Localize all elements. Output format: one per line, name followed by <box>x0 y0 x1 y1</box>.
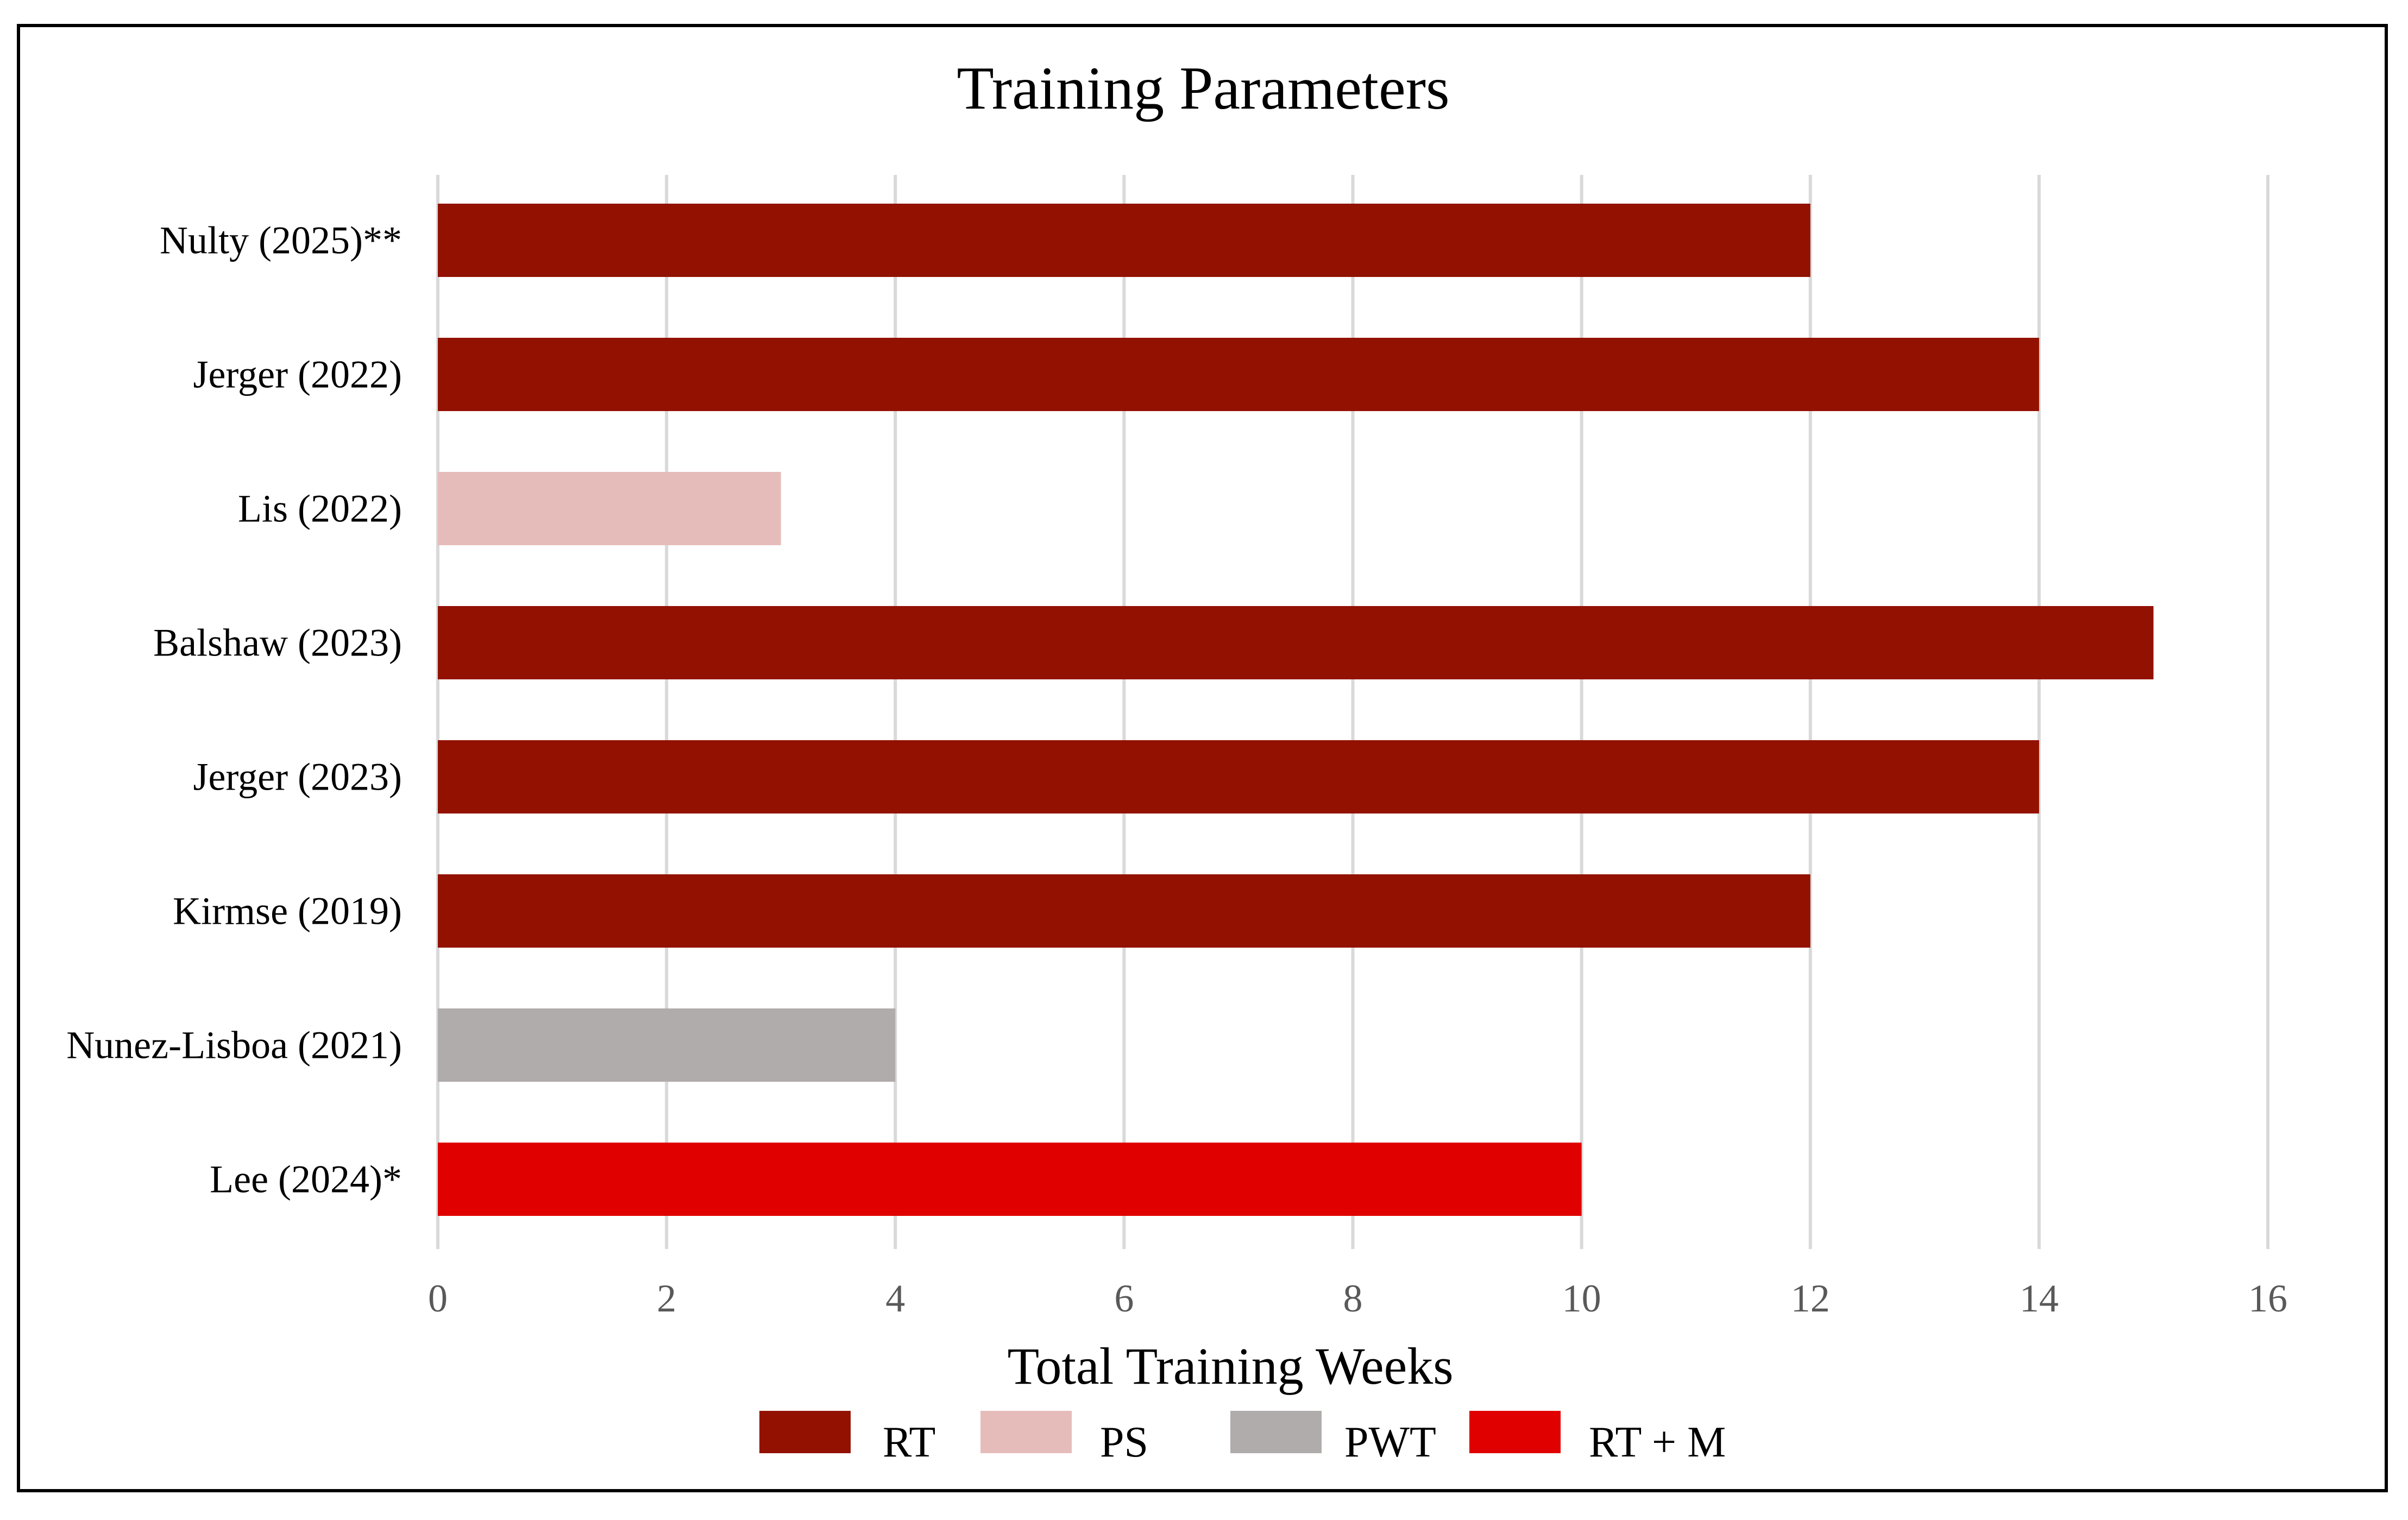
category-label: Jerger (2022) <box>193 353 402 396</box>
bar <box>438 740 2039 813</box>
x-tick-label: 14 <box>2020 1277 2059 1320</box>
chart-title: Training Parameters <box>957 55 1449 122</box>
category-label: Jerger (2023) <box>193 755 402 799</box>
category-label: Nunez-Lisboa (2021) <box>66 1024 402 1067</box>
bar <box>438 874 1810 948</box>
legend-swatch <box>759 1411 851 1453</box>
bar <box>438 204 1810 277</box>
x-axis-title: Total Training Weeks <box>1007 1337 1453 1395</box>
x-tick-label: 10 <box>1562 1277 1601 1320</box>
category-label: Kirmse (2019) <box>173 890 402 933</box>
category-label: Nulty (2025)** <box>160 219 402 262</box>
legend-swatch <box>980 1411 1072 1453</box>
x-tick-label: 0 <box>428 1277 448 1320</box>
x-tick-label: 6 <box>1114 1277 1134 1320</box>
category-labels: Nulty (2025)** Jerger (2022) Lis (2022) Bal… <box>66 219 402 1201</box>
category-label: Lee (2024)* <box>210 1158 402 1201</box>
legend-label: RT + M <box>1589 1418 1726 1466</box>
x-tick-label: 16 <box>2248 1277 2287 1320</box>
category-label: Balshaw (2023) <box>153 621 402 665</box>
bar <box>438 606 2154 679</box>
legend-swatch <box>1230 1411 1322 1453</box>
legend-label: PWT <box>1344 1418 1436 1466</box>
bar <box>438 472 781 545</box>
bar <box>438 1008 896 1082</box>
x-tick-label: 12 <box>1791 1277 1830 1320</box>
legend-swatch <box>1469 1411 1561 1453</box>
x-tick-labels: 0 2 4 6 8 10 12 14 16 <box>428 1277 2287 1320</box>
legend-label: RT <box>883 1418 935 1466</box>
x-tick-label: 8 <box>1343 1277 1363 1320</box>
x-tick-label: 2 <box>657 1277 676 1320</box>
gridlines <box>436 175 2269 1249</box>
legend: RT PS PWT RT + M <box>759 1411 1726 1466</box>
x-tick-label: 4 <box>885 1277 905 1320</box>
category-label: Lis (2022) <box>238 487 402 531</box>
bars <box>438 204 2154 1216</box>
bar <box>438 1143 1582 1216</box>
bar <box>438 338 2039 411</box>
legend-label: PS <box>1100 1418 1148 1466</box>
